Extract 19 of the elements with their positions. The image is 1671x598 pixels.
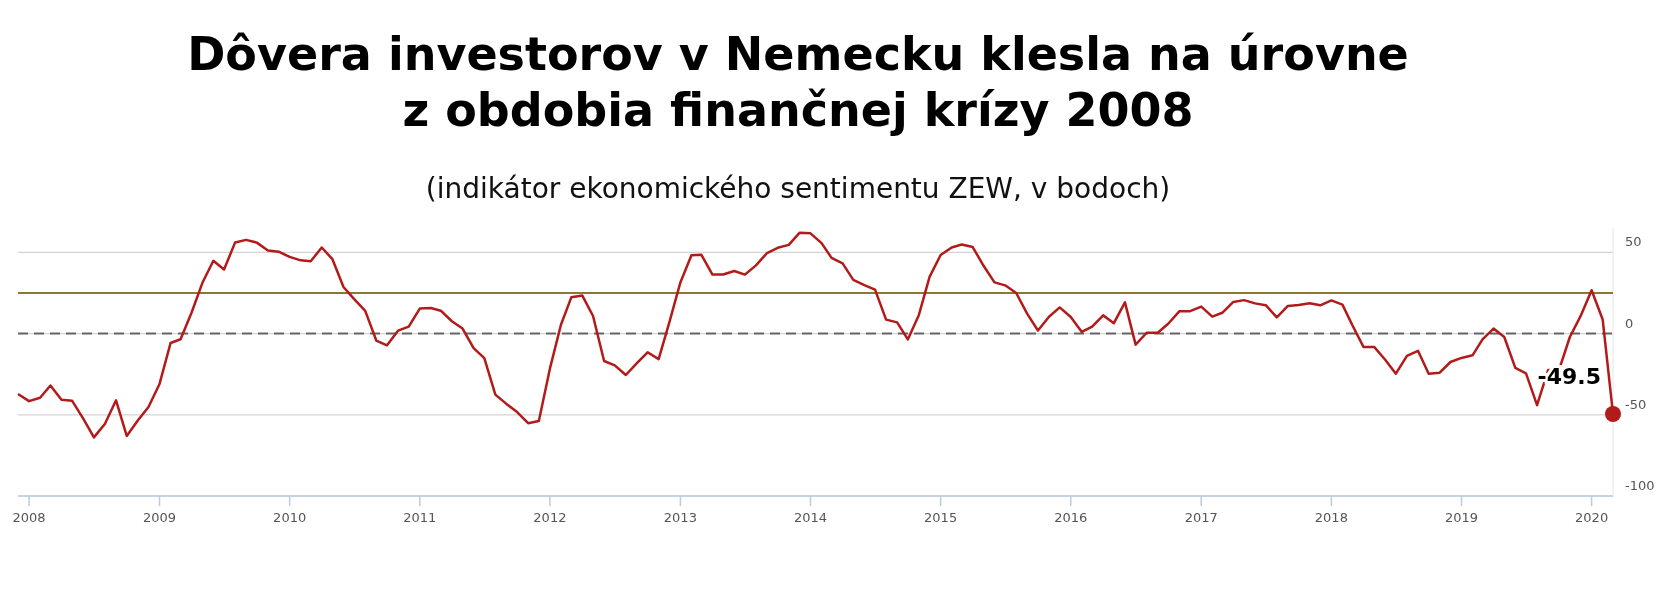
x-tick-label: 2009: [142, 510, 177, 525]
x-tick-label: 2013: [663, 510, 697, 525]
x-tick-label: 2018: [1314, 510, 1348, 525]
y-tick-label: -100: [1625, 478, 1655, 493]
x-tick-label: 2011: [403, 510, 437, 525]
y-tick-label: 0: [1625, 315, 1634, 331]
y-tick-label: 50: [1625, 234, 1642, 250]
chart-title: Dôvera investorov v Nemecku klesla na úrovne z obdobia finančnej krízy 2008: [187, 27, 1409, 137]
x-tick-label: 2014: [793, 510, 828, 525]
x-tick-label: 2019: [1444, 510, 1479, 525]
x-tick-label: 2017: [1184, 510, 1218, 525]
x-tick-label: 2015: [924, 510, 958, 525]
x-tick-label: 2008: [12, 510, 46, 525]
x-tick-label: 2020: [1575, 510, 1609, 525]
x-tick-label: 2016: [1054, 510, 1088, 525]
x-tick-label: 2012: [533, 510, 567, 525]
x-tick-label: 2010: [273, 510, 307, 525]
chart-subtitle: (indikátor ekonomického sentimentu ZEW, v bodoch): [425, 172, 1171, 205]
y-tick-label: -50: [1625, 396, 1647, 412]
